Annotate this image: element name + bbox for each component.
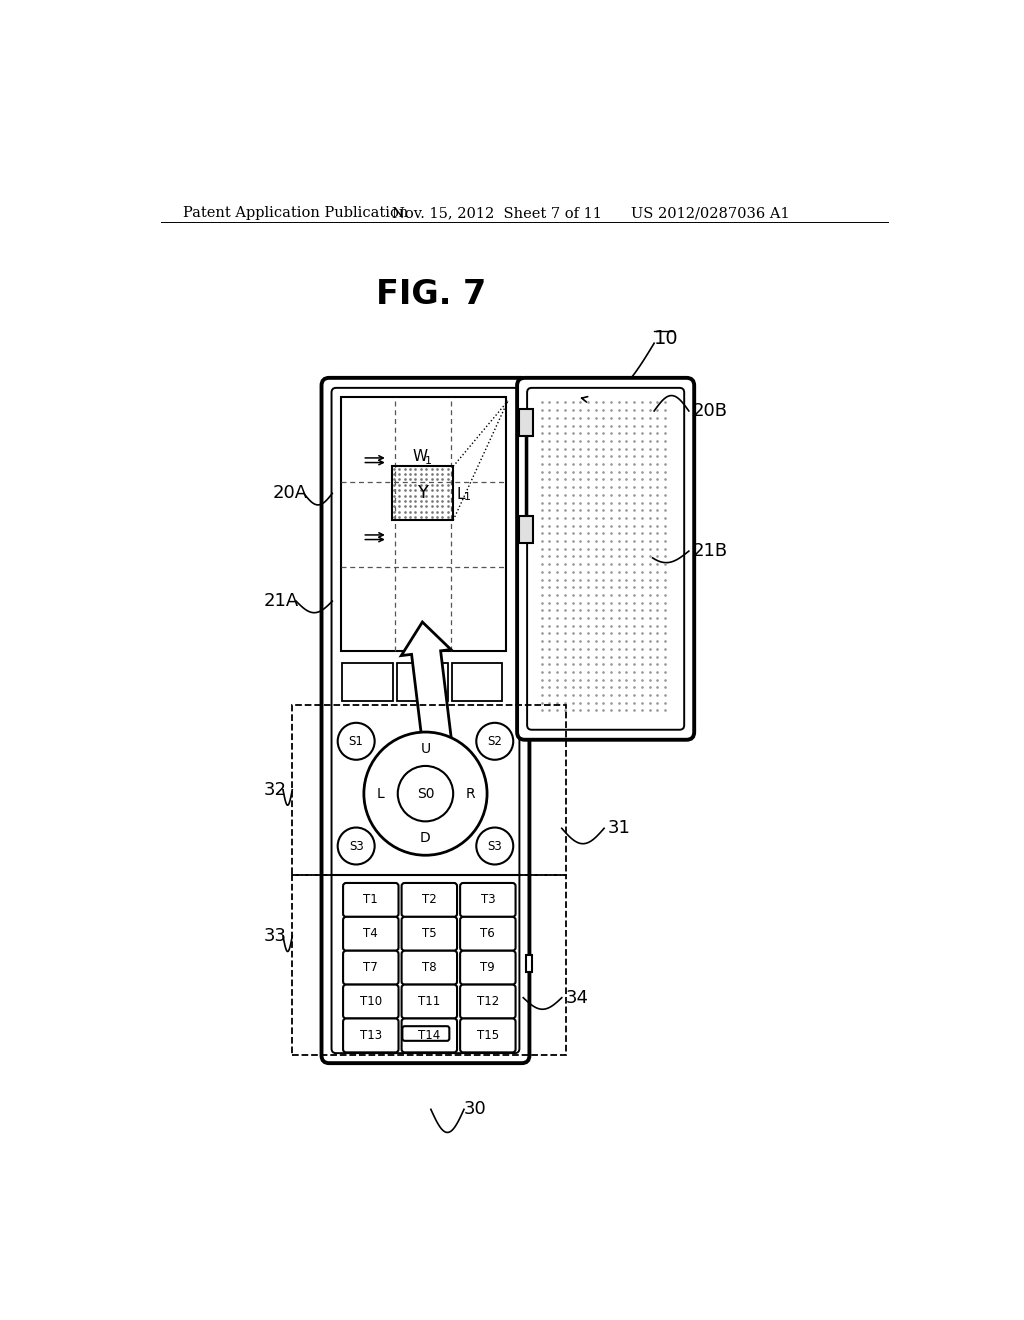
- Bar: [341, 397, 506, 651]
- Text: T6: T6: [480, 927, 496, 940]
- Text: T7: T7: [364, 961, 378, 974]
- Text: T10: T10: [359, 995, 382, 1008]
- Text: T15: T15: [477, 1028, 499, 1041]
- Text: 1: 1: [464, 492, 471, 502]
- Circle shape: [364, 733, 487, 855]
- FancyBboxPatch shape: [527, 388, 684, 730]
- Text: T3: T3: [480, 894, 496, 907]
- Text: S3: S3: [349, 840, 364, 853]
- FancyBboxPatch shape: [343, 985, 398, 1019]
- FancyBboxPatch shape: [460, 950, 515, 985]
- Text: FIG. 7: FIG. 7: [376, 277, 486, 310]
- FancyBboxPatch shape: [460, 883, 515, 917]
- Text: 20B: 20B: [692, 403, 728, 420]
- FancyBboxPatch shape: [460, 917, 515, 950]
- Text: T8: T8: [422, 961, 436, 974]
- Circle shape: [476, 828, 513, 865]
- FancyBboxPatch shape: [460, 1019, 515, 1052]
- Text: 30: 30: [464, 1101, 486, 1118]
- Circle shape: [338, 828, 375, 865]
- Bar: [292, 875, 565, 1056]
- Bar: [342, 663, 393, 701]
- Text: D: D: [420, 832, 431, 845]
- Text: T5: T5: [422, 927, 436, 940]
- FancyBboxPatch shape: [401, 985, 457, 1019]
- FancyBboxPatch shape: [343, 883, 398, 917]
- Text: T12: T12: [477, 995, 499, 1008]
- Text: 20A: 20A: [273, 484, 308, 503]
- FancyBboxPatch shape: [402, 1026, 450, 1040]
- Bar: [397, 663, 447, 701]
- FancyBboxPatch shape: [401, 950, 457, 985]
- FancyBboxPatch shape: [343, 917, 398, 950]
- Bar: [519, 409, 534, 436]
- Text: Nov. 15, 2012  Sheet 7 of 11: Nov. 15, 2012 Sheet 7 of 11: [392, 206, 602, 220]
- Text: U: U: [421, 742, 430, 756]
- Text: T4: T4: [364, 927, 378, 940]
- Text: 31: 31: [608, 820, 631, 837]
- Text: S1: S1: [349, 735, 364, 748]
- Bar: [525, 956, 532, 973]
- FancyBboxPatch shape: [401, 883, 457, 917]
- Circle shape: [338, 723, 375, 760]
- Text: R: R: [465, 787, 475, 801]
- FancyArrow shape: [401, 622, 453, 756]
- FancyBboxPatch shape: [343, 1019, 398, 1052]
- Text: W: W: [413, 449, 428, 465]
- Text: 1: 1: [425, 457, 432, 466]
- Text: T1: T1: [364, 894, 378, 907]
- Bar: [519, 516, 534, 544]
- Circle shape: [397, 766, 454, 821]
- Text: 34: 34: [565, 989, 589, 1007]
- FancyBboxPatch shape: [332, 388, 519, 1053]
- Text: L: L: [457, 487, 465, 503]
- FancyBboxPatch shape: [322, 378, 529, 1063]
- Text: T11: T11: [418, 995, 440, 1008]
- Text: S2: S2: [487, 735, 502, 748]
- Text: T2: T2: [422, 894, 436, 907]
- Text: Y: Y: [417, 484, 428, 503]
- Text: T14: T14: [418, 1028, 440, 1041]
- Bar: [292, 705, 565, 875]
- Text: 10: 10: [654, 330, 679, 348]
- Bar: [391, 466, 454, 520]
- Text: Patent Application Publication: Patent Application Publication: [183, 206, 409, 220]
- Text: S3: S3: [487, 840, 502, 853]
- Text: L: L: [377, 787, 385, 801]
- Text: 33: 33: [264, 927, 287, 945]
- Text: 21A: 21A: [264, 593, 299, 610]
- Text: 32: 32: [264, 781, 287, 799]
- FancyBboxPatch shape: [517, 378, 694, 739]
- Text: US 2012/0287036 A1: US 2012/0287036 A1: [631, 206, 790, 220]
- FancyBboxPatch shape: [460, 985, 515, 1019]
- Circle shape: [476, 723, 513, 760]
- Bar: [452, 663, 503, 701]
- FancyBboxPatch shape: [343, 950, 398, 985]
- Text: 21B: 21B: [692, 543, 728, 560]
- Text: T9: T9: [480, 961, 496, 974]
- FancyBboxPatch shape: [401, 917, 457, 950]
- Text: T13: T13: [359, 1028, 382, 1041]
- FancyBboxPatch shape: [401, 1019, 457, 1052]
- Text: S0: S0: [417, 787, 434, 801]
